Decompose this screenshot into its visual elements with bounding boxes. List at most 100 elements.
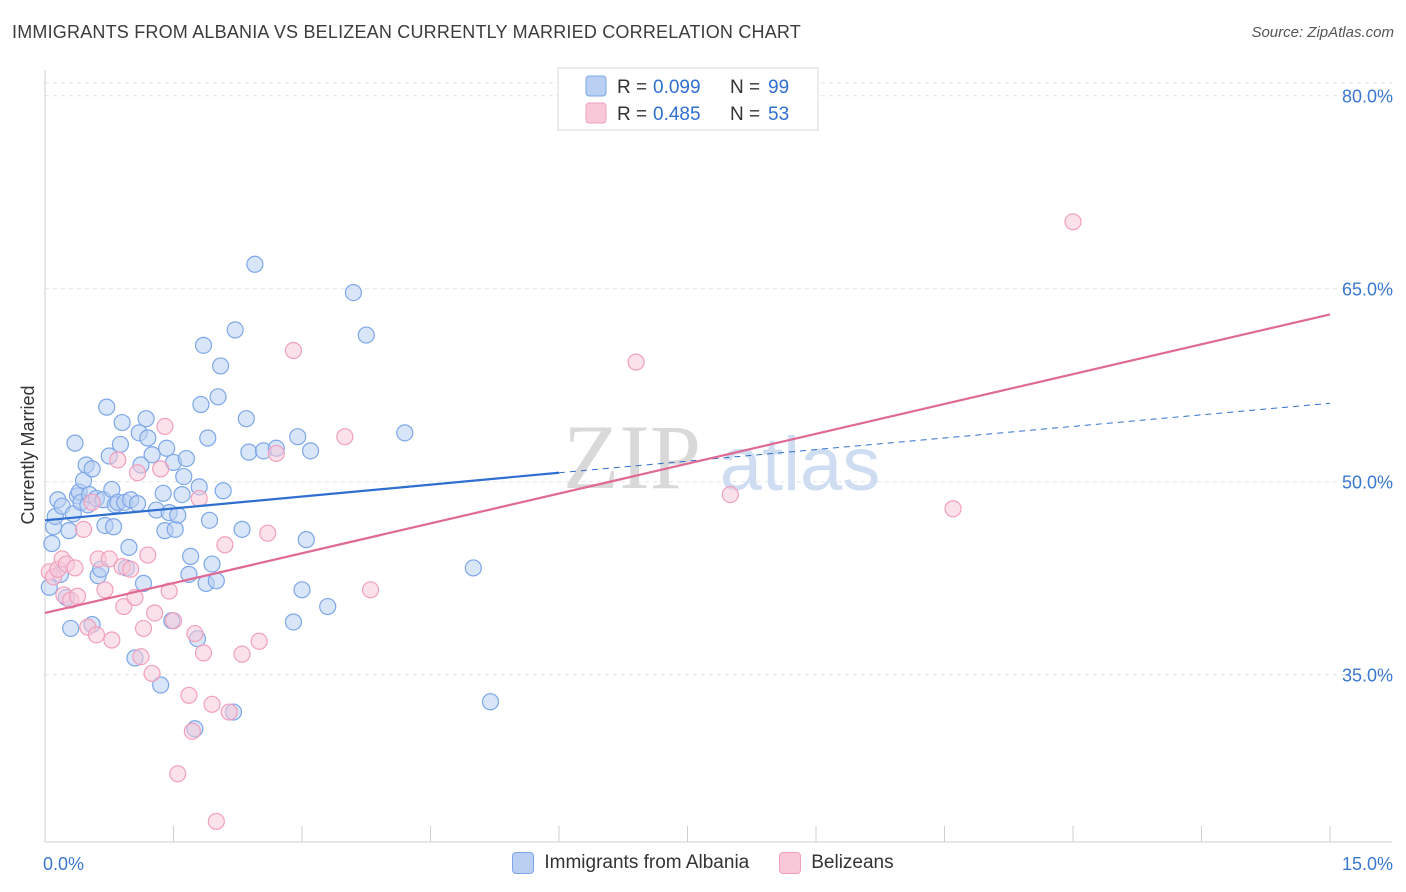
point-albania-60: [182, 547, 200, 565]
point-belizeans-16: [103, 631, 121, 649]
x-tick-label-0: 0.0%: [43, 854, 84, 874]
legend-correlation: R = 0.099 N = 99 R = 0.485 N = 53: [557, 67, 819, 131]
point-albania-92: [481, 693, 500, 711]
point-albania-76: [233, 520, 251, 538]
x-tick-label-1: 15.0%: [1342, 854, 1393, 874]
point-belizeans-38: [203, 695, 221, 713]
point-belizeans-46: [284, 341, 303, 360]
point-albania-69: [203, 555, 221, 573]
legend-series: Immigrants from Albania Belizeans: [0, 852, 1406, 874]
point-belizeans-41: [220, 703, 238, 721]
point-albania-89: [357, 326, 375, 344]
point-belizeans-47: [336, 428, 354, 446]
point-belizeans-11: [83, 493, 101, 511]
point-belizeans-33: [180, 686, 198, 704]
point-belizeans-8: [68, 587, 87, 605]
point-belizeans-50: [721, 486, 739, 504]
point-albania-43: [137, 410, 155, 428]
point-belizeans-25: [139, 546, 157, 564]
point-albania-82: [284, 613, 303, 631]
source-label: Source: ZipAtlas.com: [1251, 24, 1394, 41]
legend-r-label-1: R =: [617, 77, 647, 98]
legend-r-value-2: 0.485: [653, 104, 701, 125]
point-albania-8: [60, 522, 78, 540]
legend-swatch-belizeans: [585, 102, 607, 124]
point-albania-78: [240, 443, 258, 461]
y-tick-label-2: 50.0%: [1342, 473, 1393, 493]
point-albania-36: [120, 538, 138, 556]
point-belizeans-20: [122, 560, 140, 578]
point-albania-71: [209, 388, 227, 406]
point-albania-86: [301, 442, 320, 460]
point-belizeans-52: [1064, 213, 1082, 231]
point-albania-87: [319, 597, 337, 616]
point-albania-39: [128, 495, 147, 513]
point-albania-90: [396, 424, 414, 442]
axes: [44, 70, 1392, 843]
legend-label-belizeans: Belizeans: [811, 852, 894, 873]
point-belizeans-31: [164, 612, 183, 630]
point-albania-48: [154, 484, 172, 502]
point-belizeans-24: [134, 619, 153, 638]
point-albania-77: [237, 410, 255, 428]
point-albania-54: [166, 520, 184, 538]
point-albania-9: [62, 619, 80, 638]
legend-n-label-2: N =: [730, 104, 760, 125]
legend-item-belizeans: Belizeans: [779, 852, 894, 874]
point-albania-33: [113, 413, 131, 432]
point-belizeans-35: [186, 624, 204, 643]
point-albania-44: [139, 429, 157, 447]
point-belizeans-22: [128, 464, 147, 482]
legend-swatch-albania-bottom: [512, 852, 535, 874]
point-albania-11: [66, 434, 84, 452]
y-axis-label: Currently Married: [18, 385, 38, 524]
trend-line-belizeans: [44, 313, 1331, 615]
point-albania-79: [246, 255, 264, 273]
legend-swatch-belizeans-bottom: [779, 852, 802, 874]
point-belizeans-15: [100, 550, 118, 568]
watermark-atlas: atlas: [720, 422, 881, 507]
tick-labels: 80.0% 65.0% 50.0% 35.0% 0.0% 15.0%: [43, 87, 1393, 874]
point-belizeans-28: [152, 460, 170, 478]
point-albania-64: [192, 395, 210, 414]
point-albania-45: [143, 446, 161, 464]
point-belizeans-51: [944, 500, 962, 518]
legend-n-value-1: 99: [768, 77, 789, 98]
data-points: [40, 213, 1082, 831]
point-albania-42: [134, 574, 153, 592]
grid-lines: [45, 82, 1392, 676]
legend-r-label-2: R =: [617, 104, 647, 125]
legend-label-albania: Immigrants from Albania: [544, 852, 750, 873]
point-albania-73: [214, 482, 232, 500]
point-albania-68: [200, 511, 219, 529]
point-albania-67: [199, 429, 217, 447]
point-belizeans-27: [146, 604, 164, 622]
point-albania-26: [98, 398, 116, 416]
point-belizeans-7: [66, 559, 84, 577]
point-albania-75: [226, 321, 244, 339]
point-belizeans-34: [183, 722, 201, 740]
point-belizeans-23: [132, 648, 150, 666]
point-albania-56: [173, 486, 191, 504]
legend-n-label-1: N =: [730, 77, 760, 98]
trend-line-albania: [44, 471, 560, 522]
point-belizeans-49: [627, 353, 645, 371]
point-albania-50: [158, 439, 176, 457]
point-belizeans-39: [207, 812, 225, 831]
watermark: ZIP atlas: [563, 406, 880, 508]
point-belizeans-32: [169, 765, 187, 783]
trend-lines: [44, 313, 1331, 615]
point-albania-29: [104, 518, 123, 536]
point-albania-88: [344, 283, 362, 302]
point-belizeans-12: [87, 626, 106, 644]
trend-line-albania-extension: [558, 402, 1331, 474]
point-belizeans-36: [190, 489, 208, 508]
point-belizeans-48: [361, 581, 380, 599]
point-albania-1: [43, 534, 61, 553]
point-belizeans-14: [96, 581, 114, 599]
point-belizeans-37: [194, 644, 213, 662]
y-tick-label-1: 65.0%: [1342, 280, 1393, 300]
point-belizeans-42: [233, 645, 251, 663]
point-albania-84: [293, 581, 311, 599]
